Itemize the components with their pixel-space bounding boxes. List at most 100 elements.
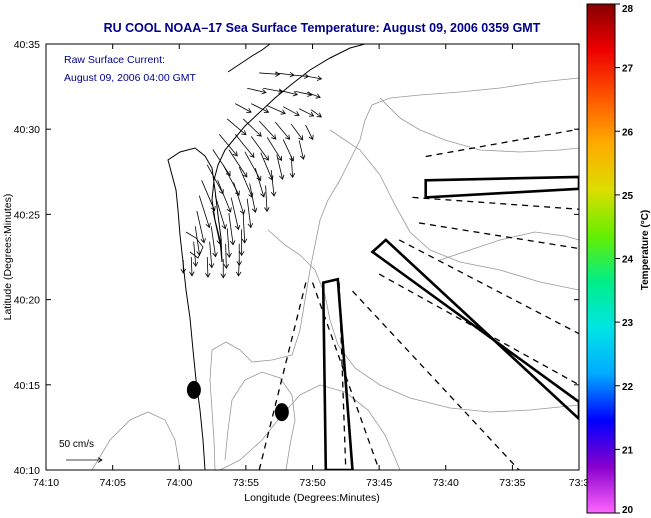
current-vector [307,91,321,99]
survey-boxes [321,175,579,470]
bathymetry-contour-2 [219,384,401,470]
x-axis-ticks: 74:10 74:05 74:00 73:55 73:50 73:45 73:40 73:35… [33,44,589,489]
current-vector [226,228,232,258]
current-vector [276,154,285,180]
survey-box [424,175,579,199]
x-tick-label: 73:40 [433,477,459,489]
current-vector [310,109,322,118]
colorbar [586,3,616,514]
survey-box [321,277,354,470]
colorbar-tick-label: 22 [622,382,634,393]
y-tick-label: 40:20 [14,295,40,307]
colorbar-tick-label: 27 [622,64,634,75]
station-marker [274,403,289,422]
scale-arrow [66,457,103,463]
current-vector [274,121,291,140]
current-vector [194,226,202,256]
colorbar-ticks: 20 21 22 23 24 25 26 27 28 [615,3,634,516]
bathymetry-contour-3 [267,229,579,413]
y-tick-label: 40:35 [14,39,40,51]
y-tick-label: 40:30 [14,124,40,136]
current-vector [201,180,216,212]
current-vector [267,105,286,115]
current-vector [247,87,267,95]
current-vector [212,210,222,245]
dashed-line [338,282,347,470]
inlet-shore [185,231,204,259]
scale-label: 50 cm/s [59,439,94,450]
colorbar-tick-label: 20 [622,505,634,516]
current-vector [180,260,187,274]
current-vector [238,229,245,257]
current-vector [234,134,255,158]
current-vector [228,149,248,178]
current-vector [283,106,300,116]
current-vector [258,120,277,140]
current-vectors [180,71,323,279]
colorbar-tick-label: 26 [622,127,634,138]
dashed-line [419,222,579,250]
current-vector [198,195,211,229]
annotation-line-1: Raw Surface Current: [64,54,165,66]
y-axis-ticks: 40:10 40:15 40:20 40:25 40:30 40:35 [14,39,579,477]
bathymetry-contour-5 [379,97,579,153]
current-vector [205,256,211,278]
current-vector [226,118,247,136]
y-tick-label: 40:10 [14,465,40,477]
colorbar-tick-label: 23 [622,318,634,329]
x-tick-label: 73:50 [299,477,325,489]
current-vector [189,256,195,277]
current-vector [270,170,277,197]
current-vector [241,214,248,244]
current-vector [233,182,246,215]
current-vector [242,118,262,137]
current-vector [210,226,218,258]
colorbar-tick-label: 28 [622,4,634,15]
x-tick-label: 73:55 [233,477,259,489]
current-vector [305,124,314,141]
station-markers [186,380,289,422]
current-vector [223,243,229,269]
current-vector [263,87,284,94]
current-vector [208,241,215,269]
current-vector [298,140,306,160]
current-vector [305,75,323,81]
x-tick-label: 74:05 [100,477,126,489]
y-tick-label: 40:25 [14,209,40,221]
colorbar-tick-label: 21 [622,445,634,456]
current-vector [249,183,258,213]
current-vector [218,134,238,157]
bathymetry-contour-4 [329,129,579,291]
x-tick-label: 73:35 [499,477,525,489]
current-vector [235,103,252,113]
current-vector [299,108,315,117]
current-vector [192,241,199,267]
current-vector [230,197,241,231]
dashed-line [412,196,579,210]
bathymetry-contour-1 [209,77,579,470]
current-vector [217,180,232,213]
current-vector [259,71,281,77]
x-tick-label: 74:10 [33,477,59,489]
current-vector [246,198,254,229]
survey-box [370,238,579,421]
y-axis-label: Latitude (Degrees:Minutes) [2,194,14,321]
y-tick-label: 40:15 [14,380,40,392]
coastline-north [227,44,271,73]
current-vector [289,155,296,179]
current-vector [250,136,269,161]
scale-vector [66,457,103,463]
bathymetry-contour-8 [91,411,181,470]
current-vector [251,103,270,114]
station-marker [186,380,201,399]
x-axis-label: Longitude (Degrees:Minutes) [244,492,379,504]
current-vector [196,210,206,244]
dashed-line [398,239,579,335]
annotation-line-2: August 09, 2006 04:00 GMT [64,72,197,84]
current-vector [220,259,226,279]
colorbar-label: Temperature (°C) [640,210,651,291]
x-tick-label: 74:00 [166,477,192,489]
dashed-line [425,128,579,158]
current-vector [295,90,313,97]
